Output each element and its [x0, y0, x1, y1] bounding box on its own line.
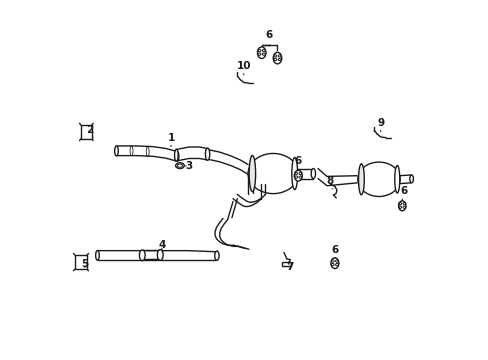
Ellipse shape [157, 249, 163, 260]
Text: 6: 6 [264, 30, 272, 45]
Ellipse shape [330, 258, 338, 269]
Ellipse shape [96, 251, 99, 260]
Ellipse shape [273, 52, 281, 64]
Ellipse shape [357, 162, 399, 197]
Text: 4: 4 [158, 240, 165, 250]
Ellipse shape [247, 153, 298, 194]
Text: 8: 8 [325, 176, 333, 189]
Ellipse shape [175, 163, 184, 168]
Bar [81, 125, 92, 139]
Ellipse shape [174, 149, 178, 161]
Ellipse shape [214, 251, 219, 260]
Text: 5: 5 [81, 259, 88, 269]
Text: 6: 6 [400, 186, 407, 201]
Text: 2: 2 [86, 125, 93, 138]
Bar [75, 255, 86, 269]
Ellipse shape [291, 157, 297, 190]
Ellipse shape [249, 156, 255, 192]
Text: 3: 3 [185, 161, 192, 171]
Ellipse shape [175, 151, 179, 161]
Text: 7: 7 [286, 262, 293, 272]
Ellipse shape [409, 175, 412, 183]
Ellipse shape [294, 170, 302, 181]
Text: 6: 6 [293, 156, 301, 170]
Ellipse shape [205, 148, 209, 160]
Text: 9: 9 [376, 118, 384, 132]
Ellipse shape [310, 168, 315, 179]
Ellipse shape [358, 164, 364, 195]
Ellipse shape [398, 201, 405, 211]
Ellipse shape [257, 47, 265, 58]
Text: 1: 1 [167, 133, 174, 147]
Text: 10: 10 [236, 61, 250, 75]
Text: 6: 6 [330, 245, 338, 258]
Ellipse shape [115, 146, 118, 156]
Bar [282, 262, 291, 266]
Ellipse shape [394, 166, 399, 193]
Ellipse shape [139, 250, 145, 261]
